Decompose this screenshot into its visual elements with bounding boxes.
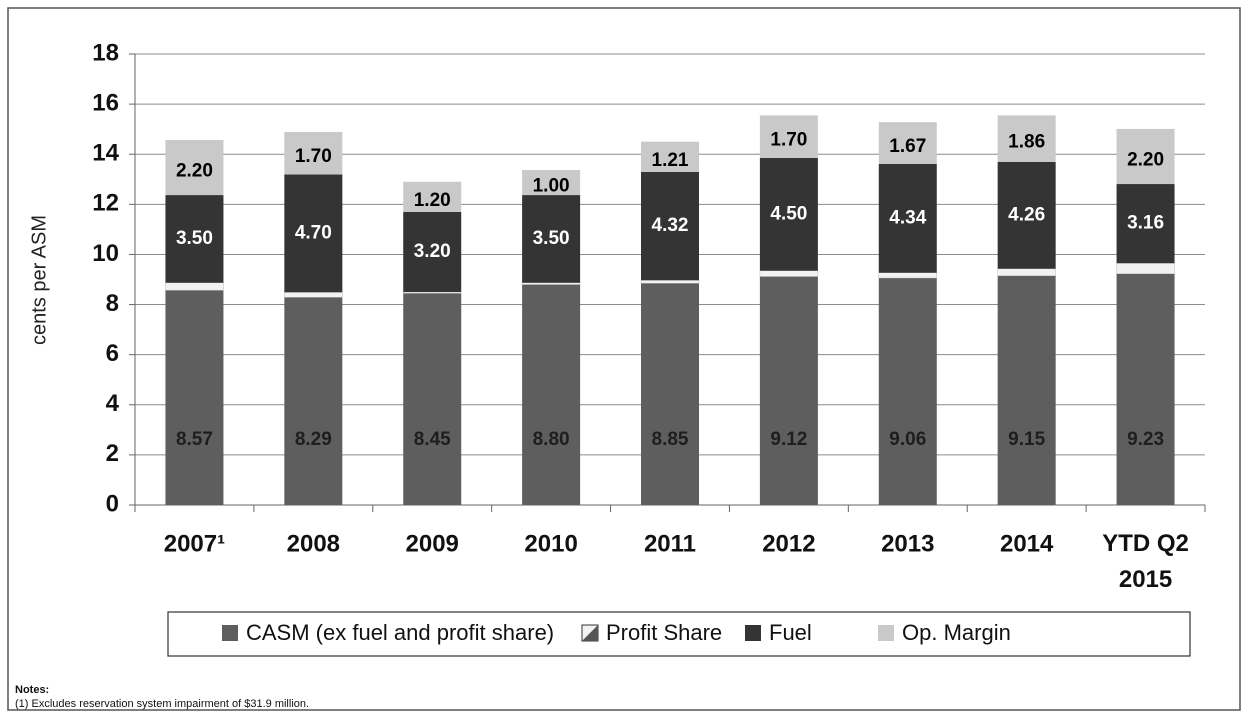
y-axis-label: cents per ASM (28, 215, 50, 345)
value-label: 1.67 (889, 136, 926, 157)
bar-segment (284, 131, 343, 175)
bar-segment (284, 297, 343, 505)
bar-segment (878, 272, 938, 279)
legend-label: CASM (ex fuel and profit share) (246, 620, 554, 645)
bar-segment (403, 293, 462, 505)
value-label: 3.20 (414, 241, 451, 262)
value-label: 3.50 (533, 228, 570, 249)
bar-segment (878, 122, 937, 164)
value-label: 4.32 (652, 215, 689, 236)
y-tick-label: 10 (92, 240, 119, 267)
bar-segment (1116, 184, 1175, 264)
legend-box (167, 611, 1191, 657)
x-tick-label: 2013 (881, 530, 934, 557)
legend-label: Fuel (769, 620, 812, 645)
bar-segment (1116, 262, 1175, 274)
legend-swatch (222, 625, 238, 641)
value-label: 3.16 (1127, 213, 1164, 234)
bar-segment (759, 157, 818, 271)
bar-segment (1116, 273, 1175, 505)
value-label: 2.20 (176, 161, 213, 182)
legend-swatch (878, 625, 894, 641)
legend-label: Profit Share (606, 620, 722, 645)
value-label: 4.26 (1008, 204, 1045, 225)
y-tick-label: 12 (92, 190, 119, 217)
x-tick-label-line: YTD Q2 (1102, 530, 1189, 557)
x-tick-label: 2010 (524, 530, 577, 557)
value-label: 8.85 (652, 429, 689, 450)
x-tick-label: 2007¹ (164, 530, 225, 557)
y-tick-label: 6 (106, 340, 119, 367)
x-tick-label: 2011 (644, 530, 696, 557)
legend-label: Op. Margin (902, 620, 1011, 645)
legend-swatch (745, 625, 761, 641)
value-label: 4.50 (770, 203, 807, 224)
bar-segment (284, 292, 343, 298)
bar-segment (759, 276, 818, 505)
bar-segment (522, 195, 581, 283)
bar-segment (403, 211, 462, 293)
value-label: 4.70 (295, 222, 332, 243)
bar-segment (1116, 128, 1175, 185)
y-tick-label: 4 (106, 390, 120, 417)
value-label: 8.45 (414, 429, 451, 450)
value-label: 1.21 (652, 150, 689, 171)
bar-segment (521, 282, 581, 285)
bar-segment (641, 283, 699, 505)
y-tick-label: 16 (92, 89, 119, 116)
value-label: 1.20 (414, 190, 451, 211)
bar-segment (759, 115, 818, 158)
bar-segment (165, 290, 224, 505)
notes-title: Notes: (15, 684, 49, 696)
value-label: 9.23 (1127, 429, 1164, 450)
bar-segment (165, 282, 224, 291)
y-tick-label: 8 (106, 290, 119, 317)
value-label: 9.12 (770, 429, 807, 450)
bar-segment (997, 268, 1056, 276)
legend-swatch-pattern (582, 625, 598, 641)
bar-segment (997, 115, 1056, 162)
bar-segment (759, 270, 819, 277)
y-tick-label: 0 (106, 490, 119, 517)
bar-segment (997, 275, 1056, 505)
bar-segment (522, 170, 581, 196)
bar-segment (878, 163, 937, 273)
bar-segment (165, 139, 224, 196)
bar-segment (997, 161, 1056, 269)
x-tick-label-line: 2015 (1119, 566, 1172, 593)
note: (1) Excludes reservation system impairme… (15, 698, 309, 710)
x-tick-label: YTD Q2 2015 (1102, 530, 1189, 593)
bar-segment (284, 174, 343, 293)
x-tick-label: 2012 (762, 530, 815, 557)
x-tick-label: 2014 (1000, 530, 1054, 557)
y-tick-label: 18 (92, 39, 119, 66)
bar-segment (640, 280, 700, 284)
y-tick-label: 14 (92, 140, 119, 167)
value-label: 4.34 (889, 207, 926, 228)
x-tick-label: 2009 (406, 530, 459, 557)
value-label: 1.00 (533, 176, 570, 197)
value-label: 1.70 (295, 146, 332, 167)
bar-segment (165, 195, 224, 283)
x-tick-label: 2008 (287, 530, 340, 557)
value-label: 8.80 (533, 429, 570, 450)
value-label: 1.70 (770, 130, 807, 151)
value-label: 8.57 (176, 429, 213, 450)
value-label: 1.86 (1008, 132, 1045, 153)
value-label: 9.06 (889, 429, 926, 450)
bar-segment (878, 277, 937, 505)
bar-segment (403, 181, 462, 212)
value-label: 9.15 (1008, 429, 1045, 450)
y-tick-label: 2 (106, 440, 119, 467)
value-label: 8.29 (295, 429, 332, 450)
value-label: 3.50 (176, 228, 213, 249)
bar-segment (522, 284, 581, 505)
value-label: 2.20 (1127, 149, 1164, 170)
bar-segment (641, 141, 699, 173)
bar-segment (402, 291, 462, 294)
bar-segment (641, 172, 699, 281)
